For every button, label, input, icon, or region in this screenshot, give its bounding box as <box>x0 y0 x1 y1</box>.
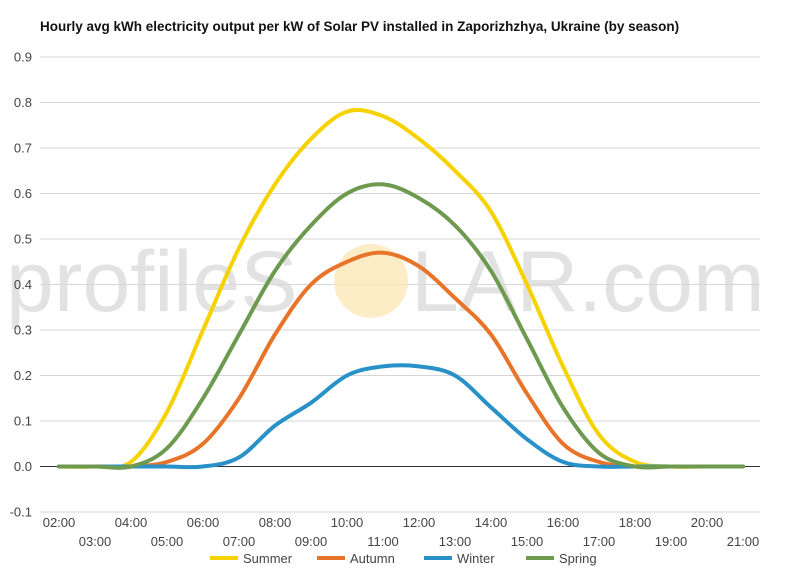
watermark-text-left: profileS <box>6 234 298 330</box>
x-tick-label: 05:00 <box>151 534 184 549</box>
y-tick-label: 0.9 <box>14 50 32 65</box>
y-tick-label: 0.5 <box>14 232 32 247</box>
series-lines <box>57 108 745 470</box>
x-tick-label: 09:00 <box>295 534 328 549</box>
chart-title: Hourly avg kWh electricity output per kW… <box>40 19 680 34</box>
x-tick-label: 07:00 <box>223 534 256 549</box>
watermark: profileS LAR.com <box>6 234 765 330</box>
x-tick-label: 18:00 <box>619 515 652 530</box>
x-tick-label: 08:00 <box>259 515 292 530</box>
y-tick-label: 0.7 <box>14 141 32 156</box>
grid <box>40 56 760 513</box>
legend-label-spring: Spring <box>559 551 597 566</box>
x-tick-label: 04:00 <box>115 515 148 530</box>
y-tick-label: 0.3 <box>14 323 32 338</box>
watermark-text-right: LAR.com <box>411 234 765 330</box>
legend: Summer Autumn Winter Spring <box>210 551 597 566</box>
x-tick-label: 13:00 <box>439 534 472 549</box>
legend-label-summer: Summer <box>243 551 293 566</box>
legend-label-autumn: Autumn <box>350 551 395 566</box>
x-tick-label: 10:00 <box>331 515 364 530</box>
x-tick-label: 11:00 <box>367 534 399 549</box>
x-tick-label: 21:00 <box>727 534 760 549</box>
series-line-spring <box>57 182 745 470</box>
x-tick-label: 03:00 <box>79 534 112 549</box>
x-tick-label: 14:00 <box>475 515 508 530</box>
legend-swatch-spring <box>526 556 554 560</box>
y-tick-label: 0.1 <box>14 414 32 429</box>
y-tick-label: 0.6 <box>14 186 32 201</box>
x-axis-ticks: 02:0003:0004:0005:0006:0007:0008:0009:00… <box>43 515 760 549</box>
x-tick-label: 20:00 <box>691 515 724 530</box>
x-tick-label: 02:00 <box>43 515 76 530</box>
x-tick-label: 15:00 <box>511 534 544 549</box>
y-tick-label: 0.0 <box>14 459 32 474</box>
y-tick-label: 0.8 <box>14 95 32 110</box>
x-tick-label: 17:00 <box>583 534 616 549</box>
legend-label-winter: Winter <box>457 551 495 566</box>
legend-swatch-summer <box>210 556 238 560</box>
y-axis-ticks: -0.1 0.0 0.1 0.2 0.3 0.4 0.5 0.6 0.7 0.8 0.9 <box>10 50 32 520</box>
legend-swatch-autumn <box>317 556 345 560</box>
x-tick-label: 12:00 <box>403 515 436 530</box>
y-tick-label: 0.2 <box>14 368 32 383</box>
series-line-summer <box>57 108 745 470</box>
watermark-sun-icon <box>334 244 408 318</box>
legend-swatch-winter <box>424 556 452 560</box>
y-tick-label: 0.4 <box>14 277 32 292</box>
x-tick-label: 19:00 <box>655 534 688 549</box>
x-tick-label: 06:00 <box>187 515 220 530</box>
y-tick-label: -0.1 <box>10 505 32 520</box>
x-tick-label: 16:00 <box>547 515 580 530</box>
